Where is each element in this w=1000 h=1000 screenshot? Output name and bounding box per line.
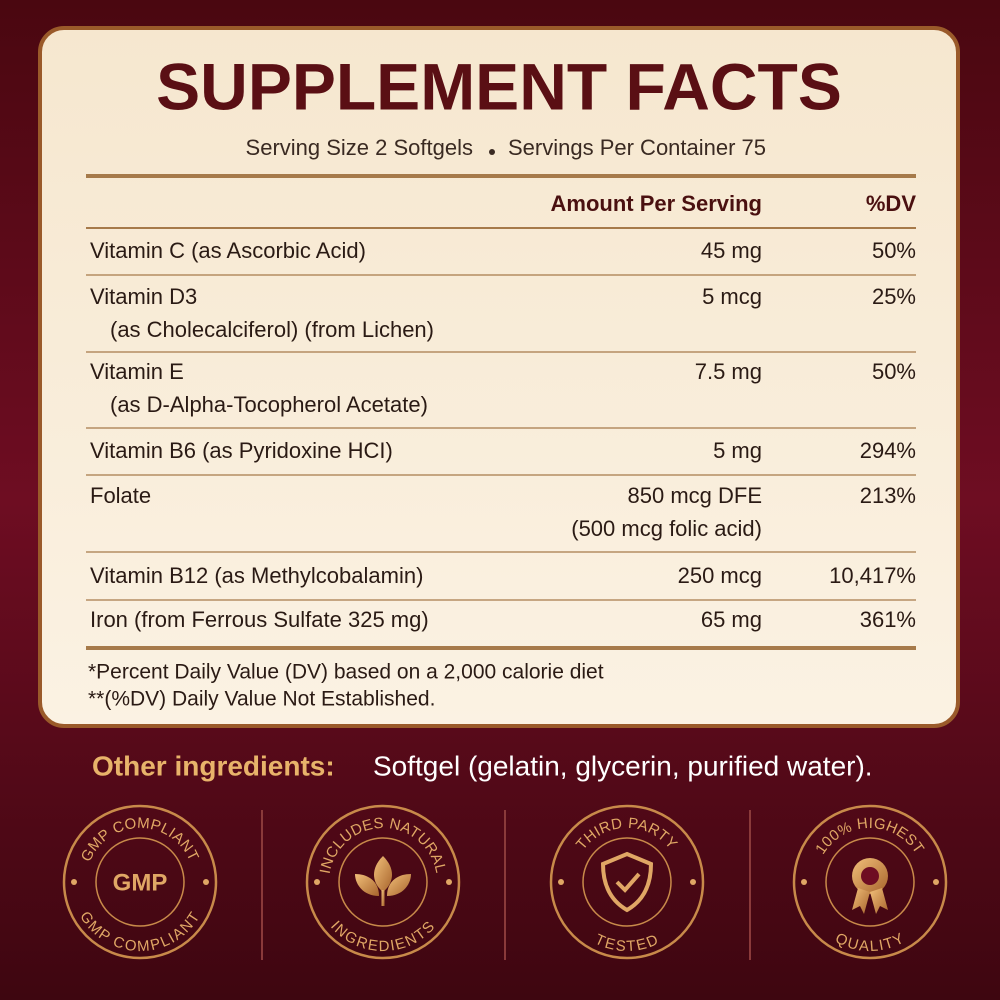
header-amount: Amount Per Serving (551, 191, 762, 216)
nutrient-name: Vitamin E (90, 359, 184, 384)
badge-dot (203, 879, 209, 885)
ribbon-icon (852, 858, 888, 914)
badge-inner-ring (338, 837, 428, 927)
nutrient-name: Vitamin C (as Ascorbic Acid) (90, 238, 366, 263)
badge-dot (558, 879, 564, 885)
nutrient-name: Vitamin B12 (as Methylcobalamin) (90, 563, 423, 588)
daily-value: 25% (872, 284, 916, 309)
daily-value: 361% (860, 607, 916, 632)
other-ingredients-label: Other ingredients: (92, 750, 335, 781)
footnote: *Percent Daily Value (DV) based on a 2,0… (88, 661, 604, 684)
amount: 45 mg (701, 238, 762, 263)
servings-per-container: Servings Per Container 75 (508, 135, 766, 160)
badge-dot (933, 879, 939, 885)
badge-dot (446, 879, 452, 885)
amount: 65 mg (701, 607, 762, 632)
badge-inner-ring (582, 837, 672, 927)
badge-ring (549, 804, 705, 960)
daily-value: 50% (872, 238, 916, 263)
badge-ring (792, 804, 948, 960)
daily-value: 294% (860, 438, 916, 463)
amount: 250 mcg (678, 563, 762, 588)
badge-ring (305, 804, 461, 960)
serving-size: Serving Size 2 Softgels (246, 135, 473, 160)
leaf-icon (355, 856, 411, 906)
nutrient-name: (as Cholecalciferol) (from Lichen) (110, 317, 434, 342)
amount: 7.5 mg (695, 359, 762, 384)
other-ingredients-text: Softgel (gelatin, glycerin, purified wat… (373, 750, 873, 781)
badge-inner-ring (95, 837, 185, 927)
daily-value: 50% (872, 359, 916, 384)
badge-dot (801, 879, 807, 885)
amount: (500 mcg folic acid) (571, 516, 762, 541)
badge-center-text: GMP (113, 869, 168, 896)
title: SUPPLEMENT FACTS (156, 49, 842, 123)
daily-value: 213% (860, 483, 916, 508)
nutrient-name: Vitamin B6 (as Pyridoxine HCI) (90, 438, 393, 463)
daily-value: 10,417% (829, 563, 916, 588)
badge-inner-ring (825, 837, 915, 927)
badge-ring (62, 804, 218, 960)
footnote: **(%DV) Daily Value Not Established. (88, 688, 435, 711)
nutrient-name: Folate (90, 483, 151, 508)
nutrient-name: (as D-Alpha-Tocopherol Acetate) (110, 392, 428, 417)
badge-dot (690, 879, 696, 885)
badge-dot (71, 879, 77, 885)
badge-dot (314, 879, 320, 885)
header-dv: %DV (866, 191, 916, 216)
shield-icon (600, 851, 654, 913)
amount: 5 mcg (702, 284, 762, 309)
nutrient-name: Iron (from Ferrous Sulfate 325 mg) (90, 607, 429, 632)
amount: 5 mg (713, 438, 762, 463)
bullet (489, 149, 495, 155)
nutrient-name: Vitamin D3 (90, 284, 197, 309)
amount: 850 mcg DFE (628, 483, 763, 508)
